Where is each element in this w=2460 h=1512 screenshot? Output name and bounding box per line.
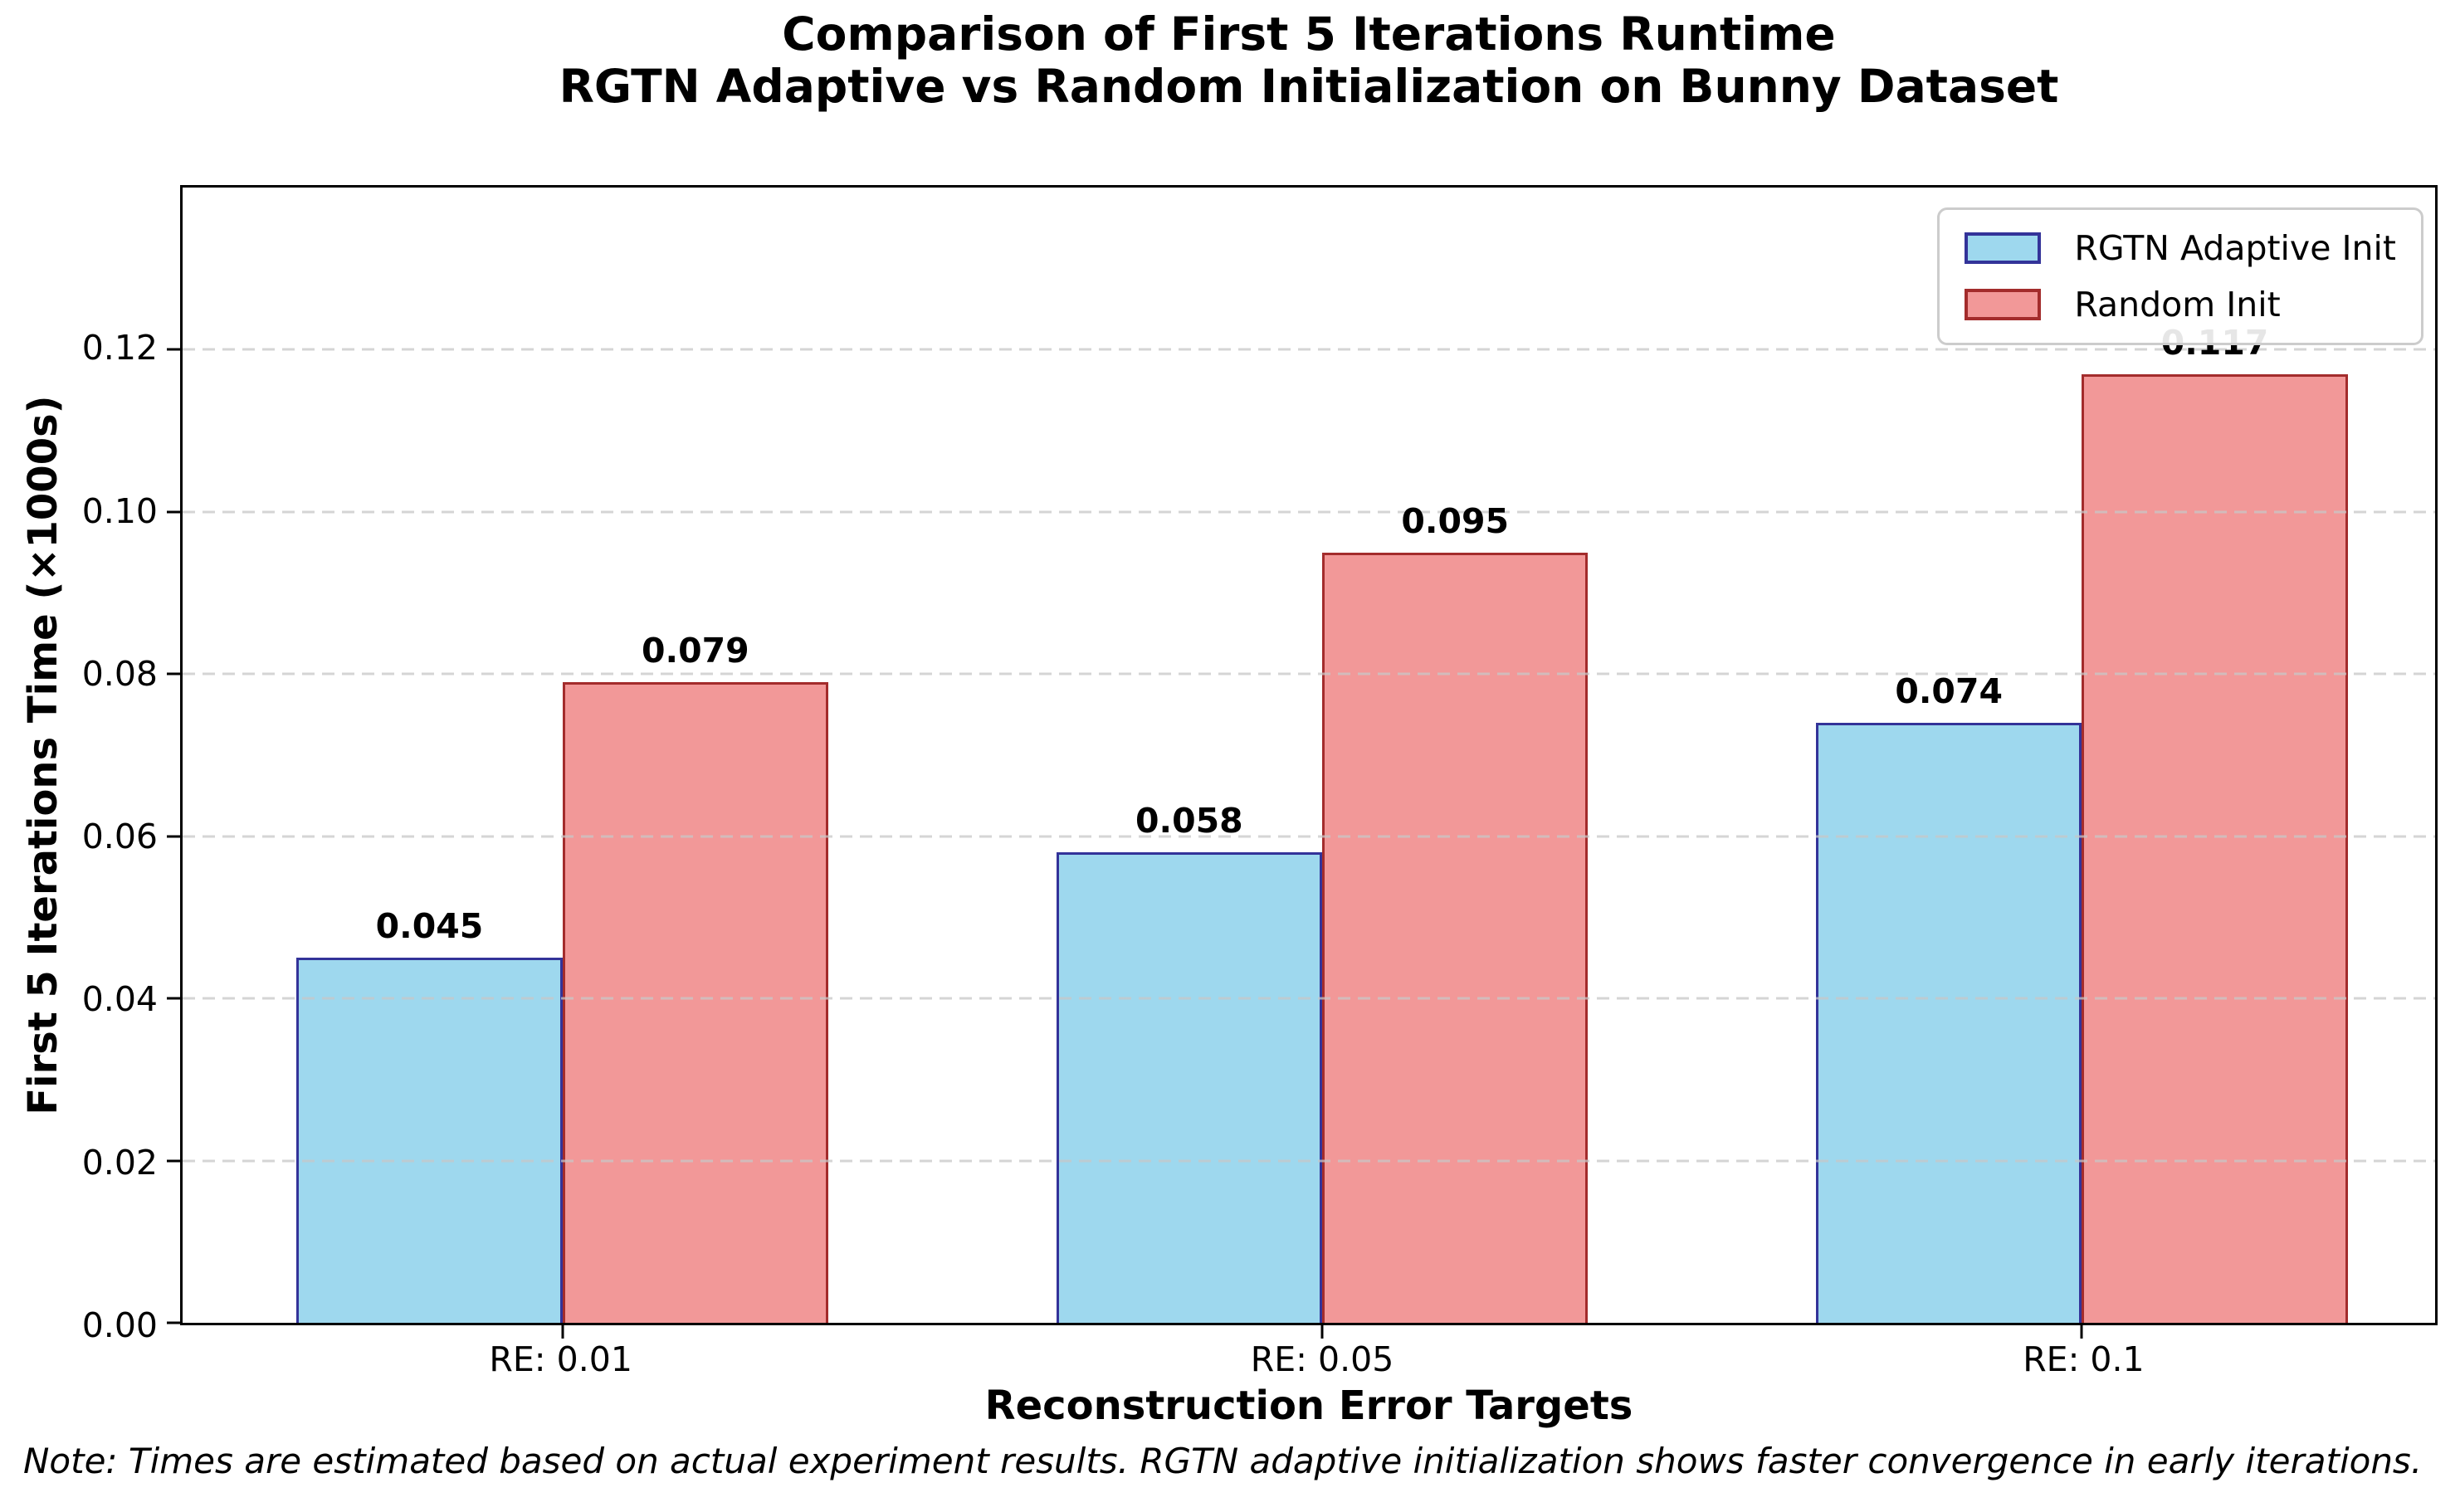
y-tick-mark-0.04 <box>167 997 180 1000</box>
bar-adaptive-RE: 0.05 <box>1056 852 1322 1323</box>
x-tick-mark-RE: 0.1 <box>2080 1325 2083 1339</box>
y-tick-label: 0.02 <box>81 1142 158 1183</box>
legend-swatch-rgtn-adaptive <box>1965 232 2042 264</box>
plot-area: RGTN Adaptive Init Random Init 0.045 0.07… <box>167 185 2438 1339</box>
x-tick-label: RE: 0.01 <box>489 1339 632 1379</box>
x-tick-labels: RE: 0.01 RE: 0.05 RE: 0.1 <box>180 1339 2438 1381</box>
bar-random-RE: 0.05 <box>1322 552 1589 1323</box>
bar-random-RE: 0.01 <box>562 682 829 1323</box>
legend-item-rgtn-adaptive: RGTN Adaptive Init <box>1965 228 2396 268</box>
chart-title-line2: RGTN Adaptive vs Random Initialization o… <box>559 60 2059 113</box>
y-tick-mark-0.00 <box>167 1321 180 1324</box>
bar-random-RE: 0.1 <box>2082 373 2348 1323</box>
legend: RGTN Adaptive Init Random Init <box>1937 207 2423 345</box>
y-tick-label: 0.00 <box>81 1305 158 1345</box>
y-tick-mark-0.10 <box>167 510 180 514</box>
legend-item-random: Random Init <box>1965 285 2396 324</box>
chart-title: Comparison of First 5 Iterations Runtime… <box>180 8 2438 113</box>
chart-title-line1: Comparison of First 5 Iterations Runtime <box>782 7 1836 61</box>
y-tick-label: 0.08 <box>81 653 158 694</box>
legend-label-rgtn-adaptive: RGTN Adaptive Init <box>2074 228 2396 268</box>
legend-label-random: Random Init <box>2074 285 2281 324</box>
bar-value-label: 0.074 <box>1895 671 2004 711</box>
y-tick-label: 0.12 <box>81 328 158 368</box>
bar-value-label: 0.095 <box>1401 500 1510 541</box>
bar-adaptive-RE: 0.01 <box>296 958 563 1323</box>
bar-value-label: 0.079 <box>642 631 749 671</box>
y-tick-label: 0.06 <box>81 817 158 857</box>
legend-swatch-random <box>1965 289 2042 320</box>
x-axis-label: Reconstruction Error Targets <box>984 1383 1633 1429</box>
y-tick-mark-0.02 <box>167 1159 180 1163</box>
x-tick-label: RE: 0.05 <box>1250 1339 1394 1379</box>
bar-value-label: 0.045 <box>375 906 484 947</box>
x-tick-mark-RE: 0.05 <box>1320 1325 1324 1339</box>
y-tick-label: 0.10 <box>81 490 158 531</box>
x-tick-label: RE: 0.1 <box>2023 1339 2145 1379</box>
footnote: Note: Times are estimated based on actua… <box>23 1441 2423 1481</box>
gridline-y-0.12 <box>183 348 2435 351</box>
y-tick-mark-0.06 <box>167 835 180 838</box>
y-tick-mark-0.08 <box>167 672 180 676</box>
bar-adaptive-RE: 0.1 <box>1815 722 2082 1323</box>
y-tick-labels: 0.00 0.02 0.04 0.06 0.08 0.10 0.12 <box>0 185 158 1345</box>
bar-value-label: 0.058 <box>1135 801 1243 841</box>
x-tick-mark-RE: 0.01 <box>561 1325 564 1339</box>
y-tick-mark-0.12 <box>167 348 180 351</box>
y-tick-label: 0.04 <box>81 979 158 1020</box>
